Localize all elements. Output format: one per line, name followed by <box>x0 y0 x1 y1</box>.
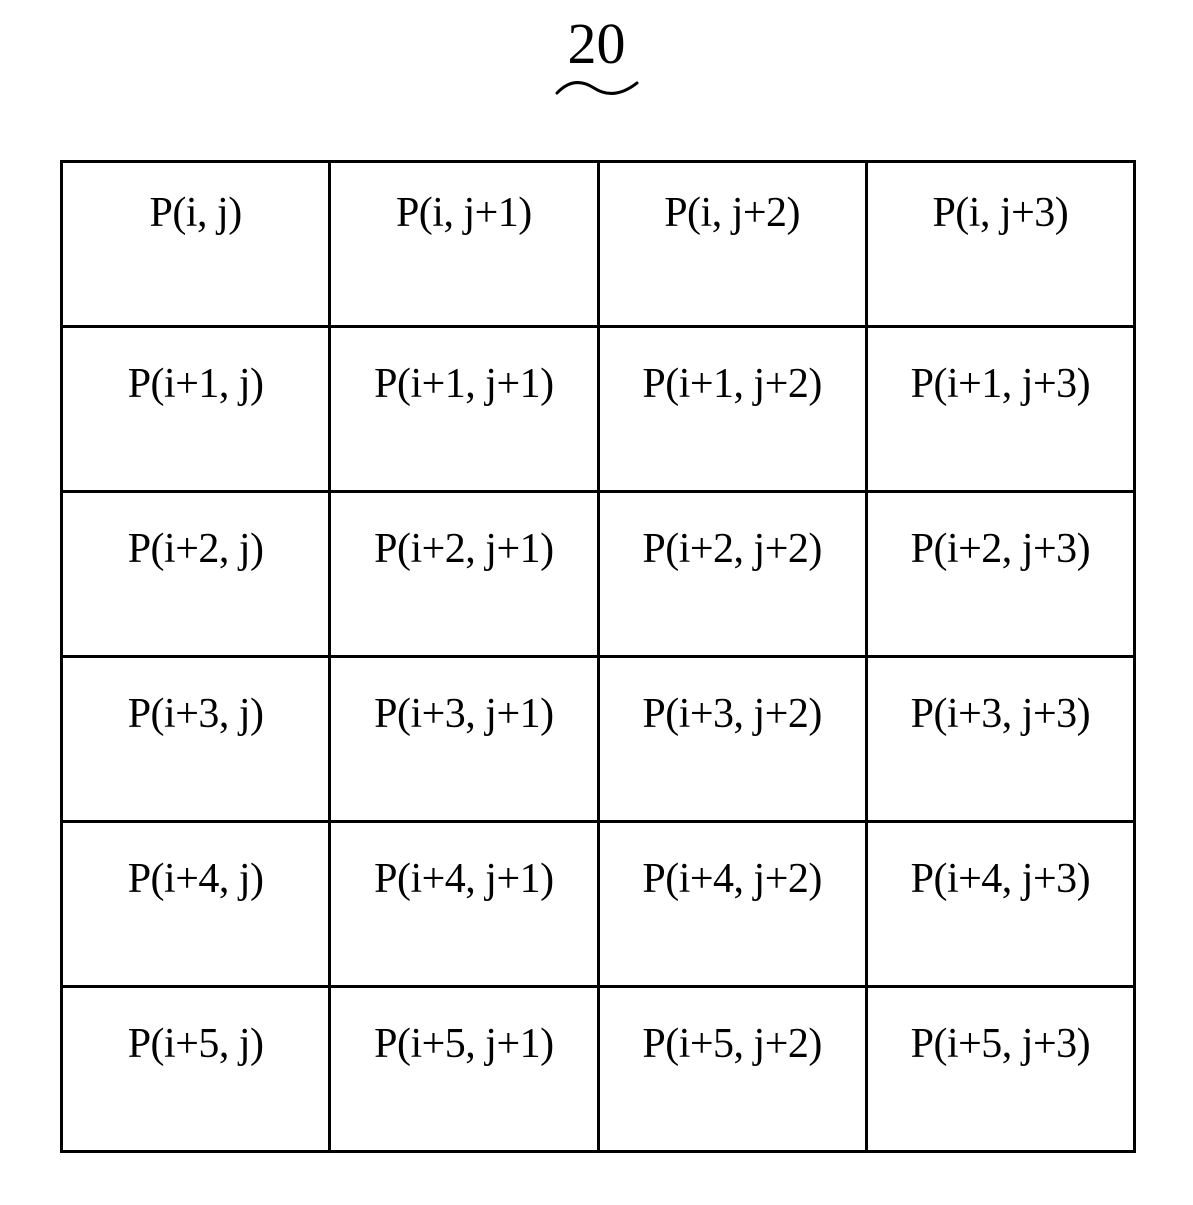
cell-label: P(i, j+2) <box>664 190 800 236</box>
table-row: P(i+5, j) P(i+5, j+1) P(i+5, j+2) P(i+5,… <box>62 987 1135 1152</box>
cell-label: P(i+3, j+1) <box>374 691 554 737</box>
grid-cell: P(i+2, j+1) <box>330 492 598 657</box>
grid-cell: P(i+4, j+3) <box>866 822 1134 987</box>
grid-cell: P(i, j+2) <box>598 162 866 327</box>
table-row: P(i+1, j) P(i+1, j+1) P(i+1, j+2) P(i+1,… <box>62 327 1135 492</box>
grid-cell: P(i, j+1) <box>330 162 598 327</box>
grid-cell: P(i+2, j+2) <box>598 492 866 657</box>
cell-label: P(i+4, j+3) <box>911 856 1091 902</box>
pixel-grid-table-container: P(i, j) P(i, j+1) P(i, j+2) P(i, j+3) P(… <box>60 160 1136 1153</box>
cell-label: P(i, j+3) <box>932 190 1068 236</box>
grid-cell: P(i+4, j+2) <box>598 822 866 987</box>
cell-label: P(i+2, j+1) <box>374 526 554 572</box>
grid-cell: P(i+4, j) <box>62 822 330 987</box>
cell-label: P(i+3, j) <box>128 691 264 737</box>
grid-cell: P(i+3, j+3) <box>866 657 1134 822</box>
grid-cell: P(i, j+3) <box>866 162 1134 327</box>
cell-label: P(i+2, j+3) <box>911 526 1091 572</box>
grid-cell: P(i+3, j+2) <box>598 657 866 822</box>
cell-label: P(i, j) <box>150 190 242 236</box>
cell-label: P(i+1, j+1) <box>374 361 554 407</box>
table-row: P(i, j) P(i, j+1) P(i, j+2) P(i, j+3) <box>62 162 1135 327</box>
table-row: P(i+4, j) P(i+4, j+1) P(i+4, j+2) P(i+4,… <box>62 822 1135 987</box>
grid-cell: P(i, j) <box>62 162 330 327</box>
grid-cell: P(i+2, j+3) <box>866 492 1134 657</box>
cell-label: P(i+4, j+1) <box>374 856 554 902</box>
grid-cell: P(i+5, j+2) <box>598 987 866 1152</box>
pixel-grid-table: P(i, j) P(i, j+1) P(i, j+2) P(i, j+3) P(… <box>60 160 1136 1153</box>
grid-cell: P(i+1, j+3) <box>866 327 1134 492</box>
grid-cell: P(i+3, j) <box>62 657 330 822</box>
grid-cell: P(i+5, j+3) <box>866 987 1134 1152</box>
cell-label: P(i+5, j+2) <box>642 1021 822 1067</box>
cell-label: P(i+2, j) <box>128 526 264 572</box>
cell-label: P(i+2, j+2) <box>642 526 822 572</box>
cell-label: P(i, j+1) <box>396 190 532 236</box>
table-row: P(i+2, j) P(i+2, j+1) P(i+2, j+2) P(i+2,… <box>62 492 1135 657</box>
cell-label: P(i+4, j) <box>128 856 264 902</box>
table-row: P(i+3, j) P(i+3, j+1) P(i+3, j+2) P(i+3,… <box>62 657 1135 822</box>
cell-label: P(i+4, j+2) <box>642 856 822 902</box>
grid-cell: P(i+1, j) <box>62 327 330 492</box>
grid-cell: P(i+1, j+2) <box>598 327 866 492</box>
figure-label: 20 <box>0 15 1193 103</box>
grid-cell: P(i+5, j) <box>62 987 330 1152</box>
cell-label: P(i+5, j+1) <box>374 1021 554 1067</box>
grid-cell: P(i+5, j+1) <box>330 987 598 1152</box>
grid-cell: P(i+1, j+1) <box>330 327 598 492</box>
cell-label: P(i+5, j) <box>128 1021 264 1067</box>
cell-label: P(i+1, j+3) <box>911 361 1091 407</box>
grid-cell: P(i+2, j) <box>62 492 330 657</box>
grid-cell: P(i+3, j+1) <box>330 657 598 822</box>
cell-label: P(i+3, j+2) <box>642 691 822 737</box>
cell-label: P(i+1, j) <box>128 361 264 407</box>
cell-label: P(i+5, j+3) <box>911 1021 1091 1067</box>
tilde-icon <box>552 73 642 103</box>
figure-label-number: 20 <box>0 15 1193 73</box>
cell-label: P(i+3, j+3) <box>911 691 1091 737</box>
grid-cell: P(i+4, j+1) <box>330 822 598 987</box>
cell-label: P(i+1, j+2) <box>642 361 822 407</box>
